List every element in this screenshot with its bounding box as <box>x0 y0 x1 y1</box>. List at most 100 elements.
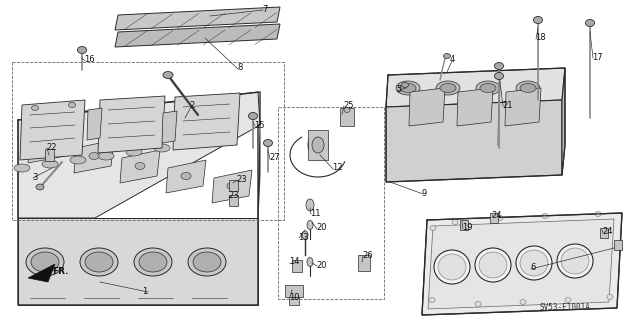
Ellipse shape <box>520 250 548 276</box>
Text: SV53-E1001A: SV53-E1001A <box>540 303 591 313</box>
Bar <box>229 195 238 206</box>
Text: 19: 19 <box>462 224 472 233</box>
Text: 3: 3 <box>32 174 37 182</box>
Ellipse shape <box>80 248 118 276</box>
Polygon shape <box>18 218 258 305</box>
Bar <box>490 213 498 223</box>
Ellipse shape <box>495 72 504 79</box>
Text: 7: 7 <box>262 5 268 14</box>
Bar <box>289 297 299 305</box>
Polygon shape <box>74 140 114 173</box>
Ellipse shape <box>480 84 496 93</box>
Text: 20: 20 <box>316 261 326 270</box>
Polygon shape <box>115 7 280 30</box>
Text: 9: 9 <box>422 189 428 197</box>
Text: 21: 21 <box>502 100 513 109</box>
Ellipse shape <box>595 211 601 217</box>
Ellipse shape <box>89 152 99 160</box>
Ellipse shape <box>516 81 540 95</box>
Ellipse shape <box>400 84 416 93</box>
Polygon shape <box>98 96 165 153</box>
Text: 22: 22 <box>46 143 56 152</box>
Ellipse shape <box>557 244 593 278</box>
Ellipse shape <box>479 252 507 278</box>
Ellipse shape <box>126 148 142 156</box>
Ellipse shape <box>586 19 595 26</box>
Polygon shape <box>409 88 445 126</box>
Ellipse shape <box>248 113 257 120</box>
Ellipse shape <box>429 298 435 302</box>
Text: 14: 14 <box>289 257 300 266</box>
Polygon shape <box>87 108 102 140</box>
Ellipse shape <box>561 248 589 274</box>
Ellipse shape <box>312 137 324 153</box>
Text: 24: 24 <box>491 211 502 219</box>
Ellipse shape <box>497 216 503 220</box>
Ellipse shape <box>188 248 226 276</box>
Polygon shape <box>386 100 562 182</box>
Ellipse shape <box>31 252 59 272</box>
Ellipse shape <box>396 81 420 95</box>
Ellipse shape <box>135 162 145 169</box>
Ellipse shape <box>182 140 198 148</box>
Ellipse shape <box>520 84 536 93</box>
Ellipse shape <box>42 160 58 168</box>
Text: 27: 27 <box>269 153 280 162</box>
Ellipse shape <box>607 294 613 300</box>
Ellipse shape <box>98 152 114 160</box>
Ellipse shape <box>264 139 273 146</box>
Ellipse shape <box>430 226 436 231</box>
Ellipse shape <box>193 252 221 272</box>
Text: 6: 6 <box>530 263 536 272</box>
Text: 12: 12 <box>332 164 342 173</box>
Ellipse shape <box>565 298 571 302</box>
Ellipse shape <box>542 213 548 219</box>
Polygon shape <box>386 68 565 107</box>
Text: FR.: FR. <box>52 266 68 276</box>
Text: 24: 24 <box>602 227 612 236</box>
Text: 8: 8 <box>237 63 243 72</box>
Ellipse shape <box>516 246 552 280</box>
Polygon shape <box>18 92 260 218</box>
Text: 20: 20 <box>316 224 326 233</box>
Ellipse shape <box>307 220 313 229</box>
Polygon shape <box>422 213 622 315</box>
Ellipse shape <box>154 144 170 152</box>
Polygon shape <box>428 219 614 309</box>
Bar <box>460 220 468 230</box>
Text: 11: 11 <box>310 209 321 218</box>
Ellipse shape <box>14 164 30 172</box>
Ellipse shape <box>434 250 470 284</box>
Text: 18: 18 <box>535 33 546 42</box>
Polygon shape <box>115 24 280 47</box>
Ellipse shape <box>70 156 86 164</box>
Ellipse shape <box>344 108 350 113</box>
Ellipse shape <box>308 132 328 158</box>
Polygon shape <box>457 88 493 126</box>
Text: 1: 1 <box>142 287 147 296</box>
Text: 4: 4 <box>450 56 455 64</box>
Ellipse shape <box>476 81 500 95</box>
Bar <box>229 180 238 191</box>
Ellipse shape <box>520 300 526 305</box>
Bar <box>600 228 608 238</box>
Bar <box>358 255 370 271</box>
Ellipse shape <box>181 173 191 180</box>
Text: 16: 16 <box>84 56 95 64</box>
Ellipse shape <box>495 63 504 70</box>
Ellipse shape <box>438 254 466 280</box>
Text: 15: 15 <box>254 121 264 130</box>
Ellipse shape <box>139 252 167 272</box>
Ellipse shape <box>534 17 543 24</box>
Bar <box>45 149 54 161</box>
Bar <box>278 107 384 299</box>
Bar <box>340 108 354 126</box>
Ellipse shape <box>475 301 481 307</box>
Text: 5: 5 <box>396 85 401 94</box>
Ellipse shape <box>26 248 64 276</box>
Text: 25: 25 <box>343 100 353 109</box>
Ellipse shape <box>134 248 172 276</box>
Polygon shape <box>258 125 260 218</box>
Polygon shape <box>505 88 541 126</box>
Ellipse shape <box>210 136 226 144</box>
